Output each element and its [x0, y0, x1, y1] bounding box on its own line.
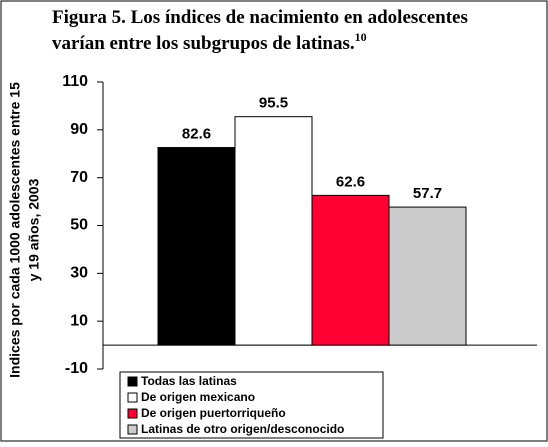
chart-title: varían entre los subgrupos de latinas.10	[52, 30, 367, 55]
y-tick-label: 10	[70, 312, 88, 329]
y-label-line: Indices por cada 1000 adolescentes entre…	[7, 82, 23, 378]
legend-label: De origen puertorriqueño	[141, 406, 286, 420]
legend-swatch	[127, 392, 138, 403]
legend-swatch	[127, 376, 138, 387]
y-axis-label: Indices por cada 1000 adolescentes entre…	[7, 82, 42, 378]
title-line: Figura 5. Los índices de nacimiento en a…	[52, 7, 468, 28]
legend-label: De origen mexicano	[141, 390, 255, 404]
y-tick-label: 90	[70, 121, 88, 138]
data-label: 95.5	[259, 95, 288, 112]
legend-swatch	[127, 408, 138, 419]
title-line: varían entre los subgrupos de latinas.	[52, 33, 355, 54]
y-tick-label: 70	[70, 169, 88, 186]
title-note: 10	[355, 30, 367, 44]
bar	[388, 206, 467, 346]
y-tick-label: 30	[70, 265, 88, 282]
y-label-line: y 19 años, 2003	[26, 178, 42, 281]
chart-title: Figura 5. Los índices de nacimiento en a…	[52, 7, 468, 28]
legend-label: Todas las latinas	[141, 374, 237, 388]
legend	[119, 371, 384, 439]
data-label: 57.7	[413, 185, 442, 202]
bar	[157, 147, 236, 346]
y-tick-label: 50	[70, 217, 88, 234]
data-label: 82.6	[182, 126, 211, 143]
bar	[311, 194, 390, 346]
bar	[234, 116, 313, 346]
legend-swatch	[127, 424, 138, 435]
y-tick-label: 110	[62, 73, 88, 90]
legend-label: Latinas de otro origen/desconocido	[141, 422, 344, 436]
data-label: 62.6	[336, 173, 365, 190]
y-tick-label: -10	[65, 360, 88, 377]
